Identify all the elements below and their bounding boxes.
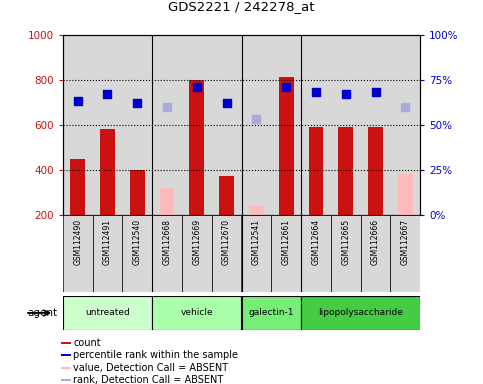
Bar bbox=[249, 206, 264, 215]
Bar bbox=[219, 175, 234, 215]
Bar bbox=[242, 35, 271, 215]
Bar bbox=[398, 174, 413, 215]
Bar bbox=[390, 215, 420, 292]
Bar bbox=[152, 215, 182, 292]
Text: GSM112668: GSM112668 bbox=[163, 219, 171, 265]
Text: GSM112670: GSM112670 bbox=[222, 219, 231, 265]
Bar bbox=[361, 215, 390, 292]
Bar bbox=[271, 215, 301, 292]
Text: GSM112669: GSM112669 bbox=[192, 219, 201, 265]
Text: untreated: untreated bbox=[85, 308, 130, 318]
Text: GSM112665: GSM112665 bbox=[341, 219, 350, 265]
Point bbox=[223, 100, 230, 106]
Text: percentile rank within the sample: percentile rank within the sample bbox=[73, 350, 238, 360]
Bar bbox=[61, 379, 71, 381]
Text: lipopolysaccharide: lipopolysaccharide bbox=[318, 308, 403, 318]
Point bbox=[372, 89, 380, 95]
Text: GDS2221 / 242278_at: GDS2221 / 242278_at bbox=[168, 0, 315, 13]
Text: value, Detection Call = ABSENT: value, Detection Call = ABSENT bbox=[73, 363, 228, 373]
Point bbox=[193, 84, 201, 90]
Point bbox=[312, 89, 320, 95]
Bar bbox=[70, 159, 85, 215]
Text: GSM112661: GSM112661 bbox=[282, 219, 291, 265]
Bar bbox=[301, 35, 331, 215]
Bar bbox=[63, 296, 152, 330]
Point bbox=[253, 116, 260, 122]
Bar bbox=[63, 215, 93, 292]
Text: GSM112490: GSM112490 bbox=[73, 219, 82, 265]
Point bbox=[104, 91, 112, 97]
Text: GSM112664: GSM112664 bbox=[312, 219, 320, 265]
Point bbox=[342, 91, 350, 97]
Bar bbox=[271, 35, 301, 215]
Bar bbox=[279, 78, 294, 215]
Text: vehicle: vehicle bbox=[181, 308, 213, 318]
Bar bbox=[242, 215, 271, 292]
Bar bbox=[309, 127, 324, 215]
Point bbox=[74, 98, 82, 104]
Bar bbox=[182, 35, 212, 215]
Bar bbox=[301, 296, 420, 330]
Text: GSM112541: GSM112541 bbox=[252, 219, 261, 265]
Text: GSM112491: GSM112491 bbox=[103, 219, 112, 265]
Bar bbox=[152, 35, 182, 215]
Bar bbox=[61, 354, 71, 356]
Bar bbox=[63, 35, 93, 215]
Text: count: count bbox=[73, 338, 101, 348]
Point bbox=[401, 104, 409, 110]
Bar bbox=[368, 127, 383, 215]
Bar bbox=[331, 215, 361, 292]
Bar bbox=[301, 215, 331, 292]
Bar bbox=[122, 215, 152, 292]
Bar bbox=[159, 188, 174, 215]
Point bbox=[133, 100, 141, 106]
Bar bbox=[189, 80, 204, 215]
Text: GSM112666: GSM112666 bbox=[371, 219, 380, 265]
Text: GSM112540: GSM112540 bbox=[133, 219, 142, 265]
Bar bbox=[100, 129, 115, 215]
Bar bbox=[130, 170, 145, 215]
Bar bbox=[212, 215, 242, 292]
Text: agent: agent bbox=[28, 308, 58, 318]
Bar bbox=[361, 35, 390, 215]
Bar bbox=[338, 127, 353, 215]
Bar bbox=[390, 35, 420, 215]
Point bbox=[282, 84, 290, 90]
Text: GSM112667: GSM112667 bbox=[401, 219, 410, 265]
Text: galectin-1: galectin-1 bbox=[249, 308, 294, 318]
Bar bbox=[152, 296, 242, 330]
Text: rank, Detection Call = ABSENT: rank, Detection Call = ABSENT bbox=[73, 375, 223, 384]
Bar bbox=[212, 35, 242, 215]
Bar bbox=[182, 215, 212, 292]
Bar bbox=[331, 35, 361, 215]
Bar bbox=[242, 296, 301, 330]
Bar bbox=[122, 35, 152, 215]
Point bbox=[163, 104, 171, 110]
Bar bbox=[61, 342, 71, 344]
Bar bbox=[61, 367, 71, 369]
Bar bbox=[93, 215, 122, 292]
Bar bbox=[93, 35, 122, 215]
